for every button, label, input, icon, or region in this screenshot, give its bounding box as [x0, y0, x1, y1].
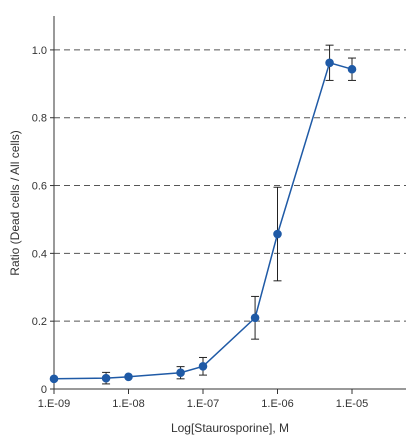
- error-bars: [102, 44, 356, 385]
- data-points: [49, 58, 357, 384]
- data-point: [101, 373, 111, 383]
- ticks: 0 0.2 0.4 0.6 0.8 1.0 1.E-09 1.E-08 1.E-07 1.E-06…: [32, 45, 369, 410]
- data-point: [325, 58, 334, 68]
- series-lines: [53, 61, 353, 380]
- data-point: [124, 372, 133, 382]
- data-point: [347, 64, 357, 74]
- data-point: [250, 313, 260, 323]
- series-line: [53, 61, 353, 380]
- data-point: [49, 374, 59, 384]
- x-tick-label: 1.E-06: [261, 398, 293, 410]
- gridlines: [54, 49, 406, 322]
- x-tick-label: 1.E-07: [187, 398, 219, 410]
- y-tick-label: 0.2: [32, 316, 47, 328]
- x-tick-label: 1.E-05: [336, 398, 368, 410]
- x-tick-label: 1.E-09: [38, 398, 70, 410]
- data-point: [176, 368, 185, 378]
- y-tick-label: 0.6: [32, 181, 47, 193]
- axes: [53, 16, 406, 390]
- y-tick-label: 0: [41, 384, 47, 396]
- data-point: [273, 229, 282, 239]
- y-tick-label: 1.0: [32, 45, 47, 57]
- x-tick-label: 1.E-08: [112, 398, 144, 410]
- y-tick-label: 0.4: [32, 248, 47, 260]
- y-axis-title: Ratio (Dead cells / All cells): [8, 130, 22, 275]
- x-axis-title: Log[Staurosporine], M: [171, 421, 289, 435]
- y-tick-label: 0.8: [32, 113, 47, 125]
- data-point: [198, 361, 208, 371]
